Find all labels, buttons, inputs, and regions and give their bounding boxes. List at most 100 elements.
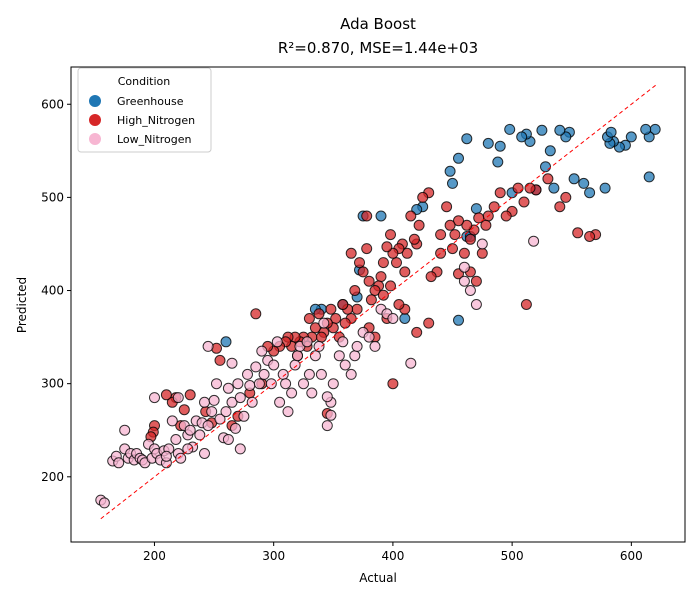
data-point-low-nitrogen bbox=[289, 359, 301, 371]
data-point-high-nitrogen bbox=[178, 404, 190, 416]
data-point-greenhouse bbox=[516, 131, 528, 143]
data-point-high-nitrogen bbox=[461, 219, 473, 231]
plot-area-frame bbox=[70, 66, 686, 543]
data-point-high-nitrogen bbox=[377, 257, 389, 269]
data-point-low-nitrogen bbox=[238, 410, 250, 422]
data-point-high-nitrogen bbox=[417, 191, 429, 203]
data-point-low-nitrogen bbox=[313, 340, 325, 352]
data-point-low-nitrogen bbox=[214, 413, 226, 425]
data-point-low-nitrogen bbox=[226, 396, 238, 408]
data-point-high-nitrogen bbox=[315, 331, 327, 343]
x-tick-label: 400 bbox=[381, 549, 404, 563]
data-point-greenhouse bbox=[453, 314, 464, 326]
data-point-low-nitrogen bbox=[321, 391, 333, 403]
data-point-high-nitrogen bbox=[584, 231, 596, 242]
data-point-low-nitrogen bbox=[286, 387, 298, 399]
data-point-high-nitrogen bbox=[339, 317, 351, 329]
data-point-low-nitrogen bbox=[230, 422, 241, 434]
data-point-low-nitrogen bbox=[226, 357, 238, 369]
data-point-high-nitrogen bbox=[387, 378, 399, 390]
data-point-high-nitrogen bbox=[393, 299, 405, 310]
data-point-low-nitrogen bbox=[309, 350, 321, 362]
data-point-low-nitrogen bbox=[166, 415, 178, 427]
data-point-high-nitrogen bbox=[413, 219, 425, 231]
data-point-low-nitrogen bbox=[258, 368, 270, 380]
data-point-low-nitrogen bbox=[234, 443, 246, 455]
data-point-high-nitrogen bbox=[470, 275, 482, 287]
data-point-high-nitrogen bbox=[444, 219, 456, 231]
y-tick-label: 400 bbox=[41, 284, 64, 298]
scatter-points bbox=[95, 123, 661, 509]
data-point-greenhouse bbox=[444, 165, 456, 177]
data-point-low-nitrogen bbox=[369, 340, 381, 352]
data-point-low-nitrogen bbox=[208, 394, 220, 406]
data-point-greenhouse bbox=[461, 133, 473, 145]
data-point-low-nitrogen bbox=[220, 406, 232, 418]
data-point-low-nitrogen bbox=[349, 350, 361, 362]
data-point-greenhouse bbox=[584, 187, 596, 199]
data-point-high-nitrogen bbox=[385, 280, 396, 292]
chart-title: Ada Boost bbox=[340, 15, 416, 33]
data-point-greenhouse bbox=[643, 171, 655, 183]
data-point-greenhouse bbox=[470, 203, 482, 215]
x-tick-label: 500 bbox=[501, 549, 524, 563]
data-point-low-nitrogen bbox=[222, 434, 234, 445]
data-point-high-nitrogen bbox=[435, 247, 447, 259]
data-point-greenhouse bbox=[494, 140, 506, 152]
data-point-low-nitrogen bbox=[298, 378, 309, 390]
data-point-high-nitrogen bbox=[345, 247, 357, 259]
data-point-low-nitrogen bbox=[274, 396, 286, 408]
data-point-high-nitrogen bbox=[411, 326, 423, 338]
data-point-low-nitrogen bbox=[277, 368, 289, 380]
data-point-high-nitrogen bbox=[361, 243, 373, 255]
data-point-low-nitrogen bbox=[119, 424, 131, 436]
data-point-high-nitrogen bbox=[494, 187, 506, 199]
data-point-low-nitrogen bbox=[244, 380, 256, 391]
data-point-greenhouse bbox=[536, 124, 548, 136]
data-point-greenhouse bbox=[453, 152, 464, 164]
data-point-low-nitrogen bbox=[199, 396, 210, 408]
data-point-greenhouse bbox=[375, 210, 387, 222]
data-point-high-nitrogen bbox=[381, 241, 393, 253]
data-point-greenhouse bbox=[482, 137, 494, 149]
data-point-low-nitrogen bbox=[184, 424, 196, 436]
data-point-low-nitrogen bbox=[113, 457, 125, 469]
data-point-high-nitrogen bbox=[408, 233, 420, 245]
data-point-low-nitrogen bbox=[333, 350, 345, 362]
data-point-greenhouse bbox=[625, 131, 637, 143]
data-point-greenhouse bbox=[504, 123, 516, 135]
data-point-low-nitrogen bbox=[337, 336, 349, 348]
data-point-low-nitrogen bbox=[265, 378, 277, 390]
legend: Condition Greenhouse High_Nitrogen Low_Nit… bbox=[77, 67, 212, 153]
x-axis-label: Actual bbox=[359, 571, 397, 585]
data-point-high-nitrogen bbox=[375, 271, 387, 283]
data-point-low-nitrogen bbox=[246, 396, 258, 408]
y-tick-label: 300 bbox=[41, 377, 64, 391]
data-point-high-nitrogen bbox=[325, 303, 337, 315]
data-point-high-nitrogen bbox=[425, 271, 437, 283]
data-point-high-nitrogen bbox=[441, 201, 453, 213]
data-point-high-nitrogen bbox=[363, 275, 375, 287]
data-point-greenhouse bbox=[399, 313, 411, 324]
data-point-high-nitrogen bbox=[365, 294, 377, 306]
data-point-low-nitrogen bbox=[387, 313, 399, 324]
data-point-low-nitrogen bbox=[211, 378, 222, 390]
data-point-low-nitrogen bbox=[206, 406, 218, 418]
data-point-greenhouse bbox=[554, 124, 566, 136]
reference-line bbox=[100, 83, 658, 520]
data-point-greenhouse bbox=[220, 336, 232, 348]
data-point-high-nitrogen bbox=[354, 257, 365, 269]
data-point-high-nitrogen bbox=[309, 322, 321, 334]
chart-subtitle: R²=0.870, MSE=1.44e+03 bbox=[278, 39, 478, 57]
data-point-high-nitrogen bbox=[488, 201, 500, 213]
data-point-low-nitrogen bbox=[327, 378, 339, 390]
data-point-low-nitrogen bbox=[250, 361, 262, 373]
data-point-high-nitrogen bbox=[512, 182, 524, 194]
data-point-high-nitrogen bbox=[369, 285, 381, 296]
data-point-greenhouse bbox=[640, 123, 652, 135]
data-point-high-nitrogen bbox=[423, 317, 435, 329]
data-point-low-nitrogen bbox=[476, 238, 488, 250]
data-point-high-nitrogen bbox=[542, 173, 554, 185]
legend-box bbox=[77, 67, 212, 153]
